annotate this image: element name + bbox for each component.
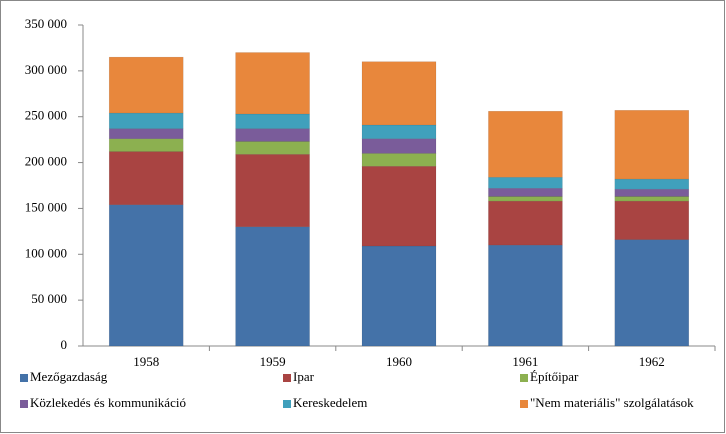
bar-segment	[488, 188, 563, 197]
bar-segment	[235, 141, 310, 155]
bar-segment	[614, 110, 690, 180]
legend-swatch	[283, 374, 291, 382]
legend-label: Közlekedés és kommunikáció	[30, 395, 186, 410]
bar-segment	[361, 124, 437, 139]
y-tick-label: 100 000	[25, 245, 67, 260]
y-tick-label: 300 000	[25, 62, 67, 77]
y-tick-label: 350 000	[25, 16, 67, 31]
bar-segment	[488, 110, 563, 178]
y-tick-label: 50 000	[31, 291, 67, 306]
y-tick-label: 0	[61, 337, 68, 352]
bar-segment	[614, 200, 690, 240]
bar-segment	[235, 113, 310, 129]
bar-segment	[361, 61, 437, 126]
bar-segment	[614, 188, 690, 197]
bar-segment	[361, 153, 437, 167]
bar-segment	[108, 151, 184, 206]
bar-segment	[488, 200, 563, 246]
bar-segment	[235, 52, 310, 115]
y-tick-label: 250 000	[25, 108, 67, 123]
legend-label: Mezőgazdaság	[30, 369, 108, 384]
legend-swatch	[520, 374, 528, 382]
bar-segment	[235, 226, 310, 347]
legend-swatch	[283, 400, 291, 408]
bar-segment	[614, 196, 690, 202]
bar-segment	[614, 239, 690, 347]
bar-segment	[235, 154, 310, 228]
bar-segment	[108, 112, 184, 129]
bar-segment	[361, 165, 437, 247]
legend-label: Ipar	[293, 369, 315, 384]
y-tick-label: 200 000	[25, 154, 67, 169]
x-tick-label: 1961	[512, 354, 538, 369]
x-tick-label: 1959	[260, 354, 286, 369]
x-tick-label: 1958	[133, 354, 159, 369]
bar-segment	[488, 176, 563, 189]
legend-swatch	[520, 400, 528, 408]
bar-segment	[235, 128, 310, 142]
bar-segment	[361, 245, 437, 347]
bar-segment	[108, 128, 184, 139]
bar-segment	[108, 204, 184, 347]
x-tick-label: 1960	[386, 354, 412, 369]
y-tick-label: 150 000	[25, 199, 67, 214]
bar-segment	[488, 244, 563, 347]
bar-segment	[361, 138, 437, 154]
bar-segment	[108, 56, 184, 114]
legend-label: "Nem materiális" szolgálatások	[530, 395, 694, 410]
legend-label: Kereskedelem	[293, 395, 367, 410]
bar-segment	[614, 178, 690, 190]
x-tick-label: 1962	[639, 354, 665, 369]
bar-segment	[108, 138, 184, 152]
legend-swatch	[20, 400, 28, 408]
legend-swatch	[20, 374, 28, 382]
legend-label: Építőipar	[530, 369, 579, 384]
bar-segment	[488, 196, 563, 202]
